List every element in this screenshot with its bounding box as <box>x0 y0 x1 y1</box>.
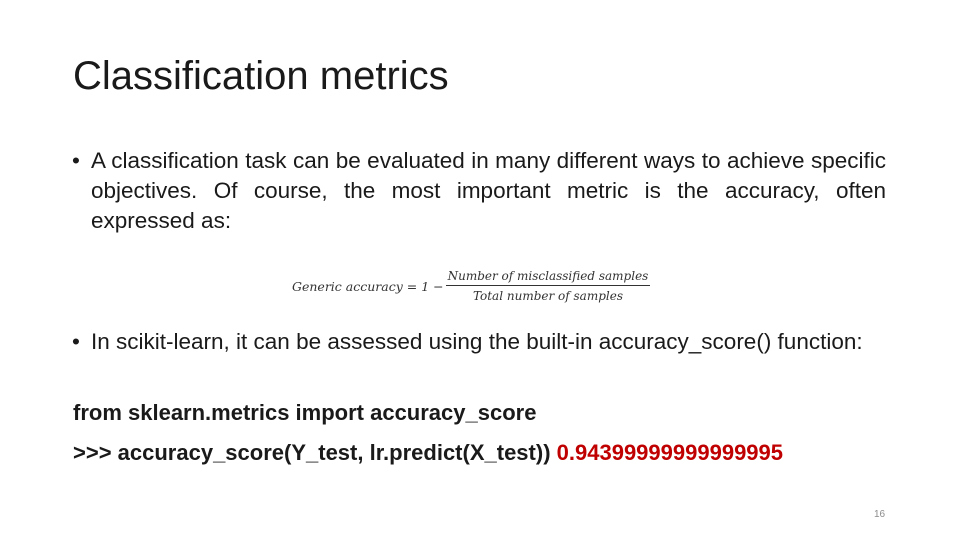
accuracy-formula: Generic accuracy = 1 − Number of misclas… <box>292 266 651 306</box>
bullet-item: • In scikit-learn, it can be assessed us… <box>72 327 886 357</box>
formula-fraction: Number of misclassified samples Total nu… <box>445 269 651 303</box>
bullet-marker: • <box>72 329 80 354</box>
bullet-text: A classification task can be evaluated i… <box>91 148 886 233</box>
code-import-line: from sklearn.metrics import accuracy_sco… <box>73 400 537 425</box>
formula-denominator: Total number of samples <box>472 289 623 303</box>
bullet-text: In scikit-learn, it can be assessed usin… <box>91 329 863 354</box>
formula-numerator: Number of misclassified samples <box>445 269 651 286</box>
code-call-line: >>> accuracy_score(Y_test, lr.predict(X_… <box>73 440 783 466</box>
code-result: 0.94399999999999995 <box>556 440 784 465</box>
formula-lhs: Generic accuracy = 1 − <box>292 278 444 294</box>
slide-title: Classification metrics <box>73 54 449 98</box>
bullet-item: • A classification task can be evaluated… <box>72 146 886 236</box>
code-call: >>> accuracy_score(Y_test, lr.predict(X_… <box>73 440 551 465</box>
bullet-marker: • <box>72 148 80 173</box>
page-number: 16 <box>874 509 886 520</box>
